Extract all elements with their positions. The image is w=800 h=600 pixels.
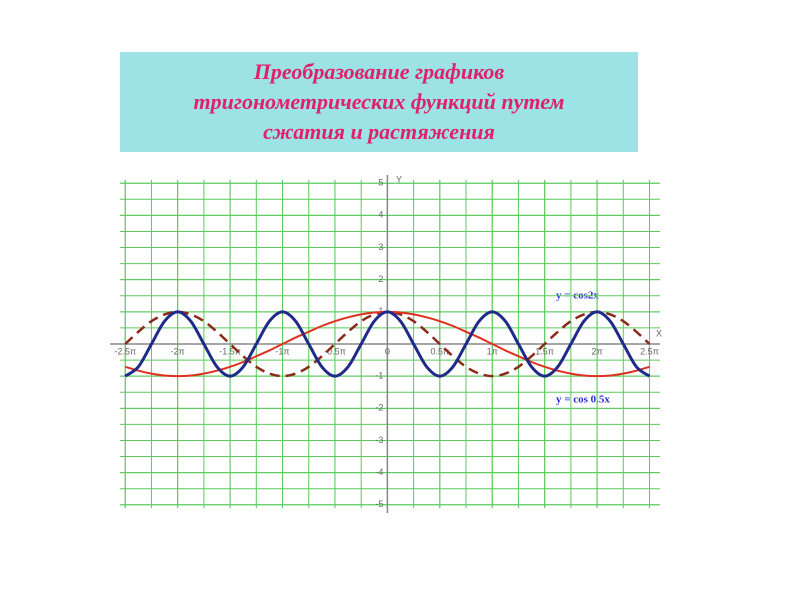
x-tick-label: 2.5π (640, 346, 659, 356)
y-tick-label: 3 (378, 242, 383, 252)
chart-title: Преобразование графиков тригонометрическ… (120, 52, 638, 152)
annotation: y = cos 0.5x (556, 394, 610, 406)
x-tick-label: -0.5π (324, 346, 346, 356)
y-tick-label: -3 (375, 435, 383, 445)
x-tick-label: -1π (275, 346, 289, 356)
series-line (124, 310, 651, 378)
x-axis-label: X (656, 328, 662, 338)
y-tick-label: -1 (375, 371, 383, 381)
y-axis-label: Y (396, 174, 402, 184)
y-tick-label: 2 (378, 274, 383, 284)
x-tick-label: 2π (591, 346, 602, 356)
x-tick-label: 1.5π (535, 346, 554, 356)
series-line (124, 310, 651, 378)
x-tick-label: 0.5π (430, 346, 449, 356)
y-tick-label: 5 (378, 178, 383, 188)
x-tick-label: -2π (171, 346, 185, 356)
x-tick-label: -1.5π (219, 346, 241, 356)
y-tick-label: -2 (375, 403, 383, 413)
y-tick-label: -5 (375, 499, 383, 509)
x-tick-label: 1π (487, 346, 498, 356)
y-tick-label: -4 (375, 467, 383, 477)
x-tick-label: -2.5π (114, 346, 136, 356)
y-tick-label: 4 (378, 210, 383, 220)
